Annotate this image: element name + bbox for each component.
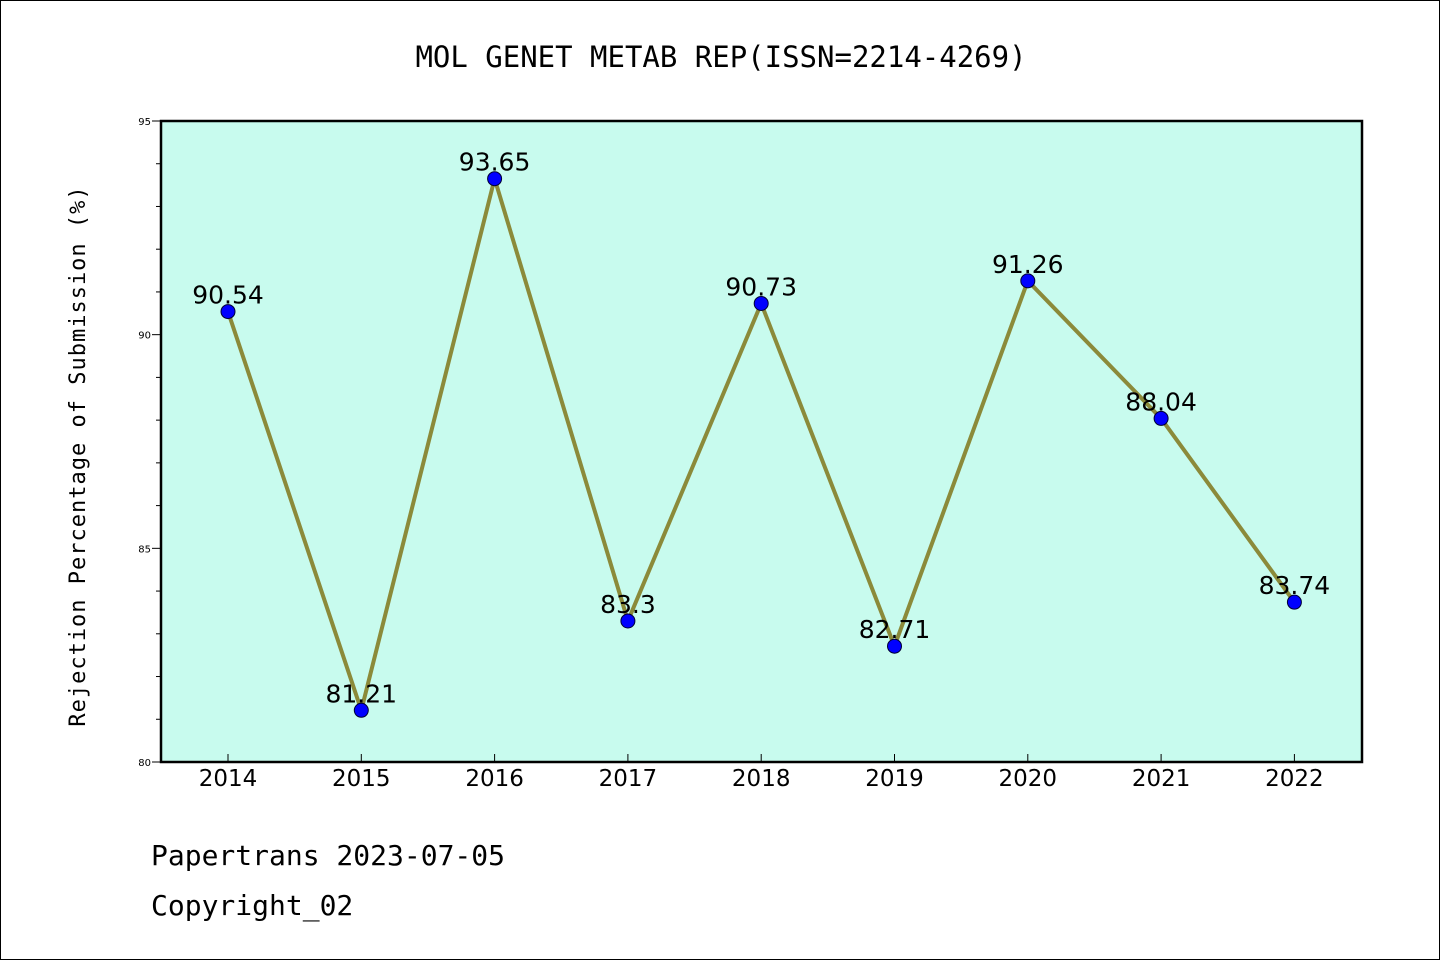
y-axis-label: Rejection Percentage of Submission (%)	[66, 185, 91, 726]
footer-copyright: Copyright_02	[151, 889, 353, 923]
y-tick-label: 80	[138, 758, 151, 769]
data-labels: 90.54 81.21 93.65 83.3 90.73 82.71 91.26 88.04 8…	[192, 148, 1330, 709]
data-label: 90.54	[192, 281, 264, 310]
data-point	[1020, 273, 1036, 289]
data-point	[487, 171, 503, 187]
data-point	[353, 702, 369, 718]
y-minor-ticks	[156, 163, 161, 720]
data-points	[220, 171, 1302, 718]
x-tick-label: 2020	[999, 766, 1058, 792]
footer-date: Papertrans 2023-07-05	[151, 839, 505, 872]
y-tick-label: 90	[138, 331, 151, 342]
data-label: 83.74	[1259, 571, 1331, 600]
x-tick-label: 2017	[599, 766, 658, 792]
data-point	[1286, 594, 1302, 610]
data-point	[887, 638, 902, 654]
data-point	[620, 613, 636, 629]
data-point	[220, 304, 236, 320]
x-tick-label: 2022	[1265, 766, 1324, 792]
x-tick-label: 2016	[465, 766, 524, 792]
data-point	[1153, 410, 1169, 426]
x-tick-label: 2019	[865, 766, 924, 792]
data-label: 81.21	[326, 679, 398, 708]
data-label: 90.73	[725, 272, 797, 301]
x-tick-label: 2015	[332, 766, 391, 792]
y-axis-ticks: 80 85 90 95	[138, 117, 161, 769]
y-tick-label: 95	[138, 117, 151, 128]
data-label: 88.04	[1125, 387, 1197, 416]
data-label: 82.71	[859, 615, 931, 644]
x-axis-ticks: 2014 2015 2016 2017 2018 2019 2020 2021 2022	[199, 754, 1324, 792]
chart-title: MOL GENET METAB REP(ISSN=2214-4269)	[415, 40, 1026, 74]
data-label: 83.3	[600, 590, 656, 619]
data-label: 93.65	[459, 148, 531, 177]
x-tick-label: 2021	[1132, 766, 1191, 792]
y-tick-label: 85	[138, 544, 151, 555]
x-tick-label: 2018	[732, 766, 791, 792]
data-label: 91.26	[992, 250, 1064, 279]
plot-area	[159, 119, 1364, 764]
x-tick-label: 2014	[199, 766, 258, 792]
data-point	[753, 295, 769, 311]
